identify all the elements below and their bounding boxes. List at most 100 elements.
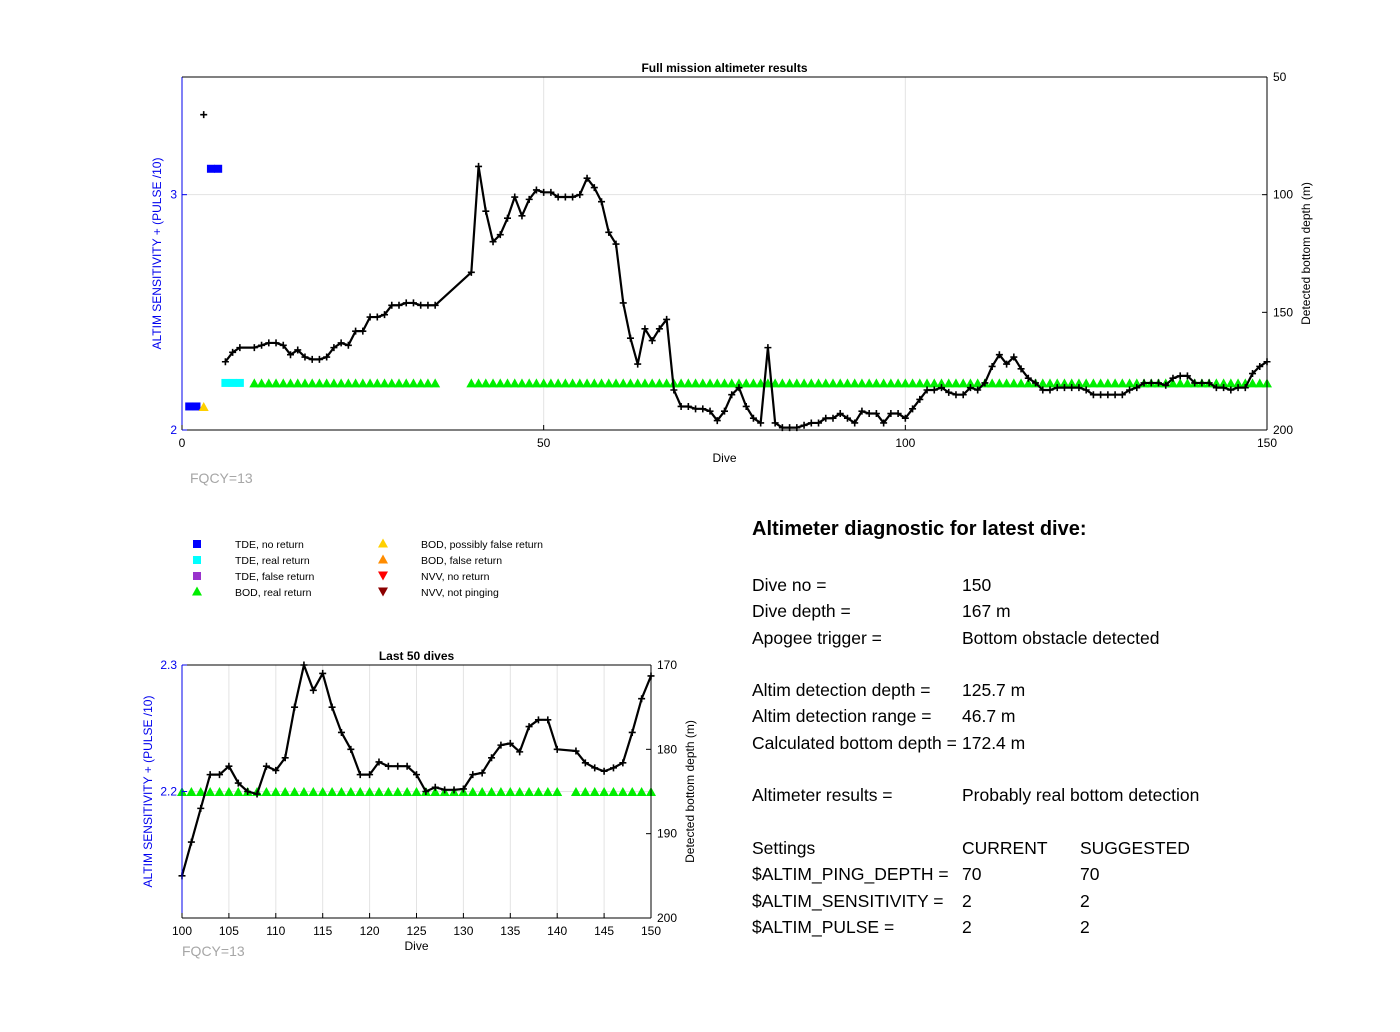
full-mission-bod-marker xyxy=(907,378,918,388)
full-mission-bod-marker xyxy=(733,378,744,388)
full-mission-depth-point xyxy=(337,339,345,347)
full-mission-depth-point xyxy=(901,414,909,422)
full-mission-depth-point xyxy=(764,344,772,352)
last-50-bod-marker xyxy=(261,787,272,796)
full-mission-depth-point xyxy=(865,410,873,418)
full-mission-bod-marker xyxy=(1240,378,1251,388)
full-mission-bod-marker xyxy=(835,378,846,388)
last-50-depth-point xyxy=(281,754,289,762)
pulse-suggested: 2 xyxy=(1080,916,1090,937)
full-mission-bod-marker xyxy=(712,378,723,388)
last-50-x-tick-label: 100 xyxy=(172,924,192,938)
full-mission-bod-marker xyxy=(596,378,607,388)
full-mission-bod-marker xyxy=(589,378,600,388)
last-50-depth-point xyxy=(628,728,636,736)
last-50-right-axis-label: Detected bottom depth (m) xyxy=(683,720,697,863)
last-50-bod-marker xyxy=(223,787,234,796)
full-mission-right-tick-label: 200 xyxy=(1273,423,1293,437)
current-header: CURRENT xyxy=(962,837,1048,858)
ping-depth-suggested: 70 xyxy=(1080,864,1100,885)
legend-square-marker xyxy=(193,540,201,548)
legend: TDE, no return TDE, real return TDE, false… xyxy=(192,538,543,599)
last-50-bod-marker xyxy=(345,787,356,796)
full-mission-depth-point xyxy=(757,419,765,427)
full-mission-depth-point xyxy=(605,228,613,236)
full-mission-depth-point xyxy=(598,198,606,206)
last-50-depth-point xyxy=(262,762,270,770)
last-50-bod-marker xyxy=(505,787,516,796)
last-50-depth-point xyxy=(384,762,392,770)
last-50-bod-marker xyxy=(599,787,610,796)
full-mission-bod-marker xyxy=(697,378,708,388)
full-mission-depth-point xyxy=(1140,379,1148,387)
full-mission-depth-point xyxy=(880,419,888,427)
full-mission-bod-marker xyxy=(900,378,911,388)
full-mission-depth-point xyxy=(822,414,830,422)
last-50-bod-marker xyxy=(317,787,328,796)
full-mission-depth-point xyxy=(829,414,837,422)
full-mission-depth-point xyxy=(496,231,504,239)
last-50-depth-point xyxy=(413,771,420,779)
last-50-depth-point xyxy=(534,716,542,724)
full-mission-bod-marker xyxy=(1016,378,1027,388)
full-mission-depth-point xyxy=(923,386,931,394)
full-mission-tde-marker xyxy=(228,378,237,387)
legend-label: BOD, false return xyxy=(421,555,502,567)
diagnostic-row-apogee: Apogee trigger = Bottom obstacle detecte… xyxy=(752,625,1372,651)
full-mission-depth-point xyxy=(974,386,982,394)
full-mission-bod-marker xyxy=(762,378,773,388)
full-mission-depth-point xyxy=(619,299,627,307)
full-mission-depth-point xyxy=(236,344,244,352)
full-mission-depth-point xyxy=(1227,386,1235,394)
full-mission-depth-point xyxy=(872,410,880,418)
full-mission-depth-point xyxy=(1017,365,1025,373)
full-mission-depth-point xyxy=(359,327,367,335)
full-mission-bod-marker xyxy=(1225,378,1236,388)
full-mission-bod-marker xyxy=(965,378,976,388)
last-50-depth-point xyxy=(488,754,496,762)
full-mission-depth-point xyxy=(1104,391,1112,399)
last-50-depth-point xyxy=(544,716,552,724)
last-50-depth-point xyxy=(450,786,458,794)
last-50-panel: 100 105 110 115 120 125 130 135 140 145 150 2.2 2.3 1… xyxy=(141,649,697,959)
diagnostic-row-results: Altimeter results = Probably real bottom… xyxy=(752,782,1372,808)
full-mission-bod-marker xyxy=(893,378,904,388)
full-mission-title: Full mission altimeter results xyxy=(641,61,807,75)
full-mission-depth-point xyxy=(1046,386,1054,394)
full-mission-depth-point xyxy=(655,325,663,333)
last-50-depth-point xyxy=(366,771,374,779)
full-mission-depth-point xyxy=(417,301,425,309)
full-mission-depth-point xyxy=(887,410,895,418)
full-mission-depth-point xyxy=(373,313,381,321)
last-50-depth-point xyxy=(478,769,486,777)
full-mission-bod-marker xyxy=(292,378,303,388)
full-mission-bod-marker xyxy=(864,378,875,388)
last-50-bod-marker xyxy=(542,787,553,796)
full-mission-bod-marker xyxy=(480,378,491,388)
settings-header-row: Settings CURRENT SUGGESTED xyxy=(752,835,1372,861)
altimeter-diagnostic-panel: Altimeter diagnostic for latest dive: Di… xyxy=(752,518,1372,940)
last-50-depth-point xyxy=(272,766,280,774)
last-50-bod-marker xyxy=(392,787,403,796)
last-50-bod-marker xyxy=(214,787,225,796)
settings-row-ping-depth: $ALTIM_PING_DEPTH = 70 70 xyxy=(752,861,1372,887)
full-mission-bod-marker xyxy=(726,378,737,388)
full-mission-depth-point xyxy=(258,341,266,349)
full-mission-depth-point xyxy=(229,348,237,356)
legend-label: NVV, no return xyxy=(421,571,490,583)
full-mission-bod-marker xyxy=(488,378,499,388)
last-50-depth-point xyxy=(244,788,252,795)
full-mission-depth-point xyxy=(1060,384,1068,392)
last-50-bod-marker xyxy=(514,787,525,796)
last-50-depth-point xyxy=(394,762,402,770)
full-mission-bod-marker xyxy=(278,378,289,388)
full-mission-bod-marker xyxy=(922,378,933,388)
full-mission-depth-point xyxy=(1249,370,1257,378)
detection-range-label: Altim detection range = xyxy=(752,706,932,727)
full-mission-depth-point xyxy=(315,355,323,363)
full-mission-bod-marker xyxy=(582,378,593,388)
last-50-depth-point xyxy=(506,739,514,747)
full-mission-bod-marker xyxy=(748,378,759,388)
apogee-trigger-label: Apogee trigger = xyxy=(752,627,882,648)
